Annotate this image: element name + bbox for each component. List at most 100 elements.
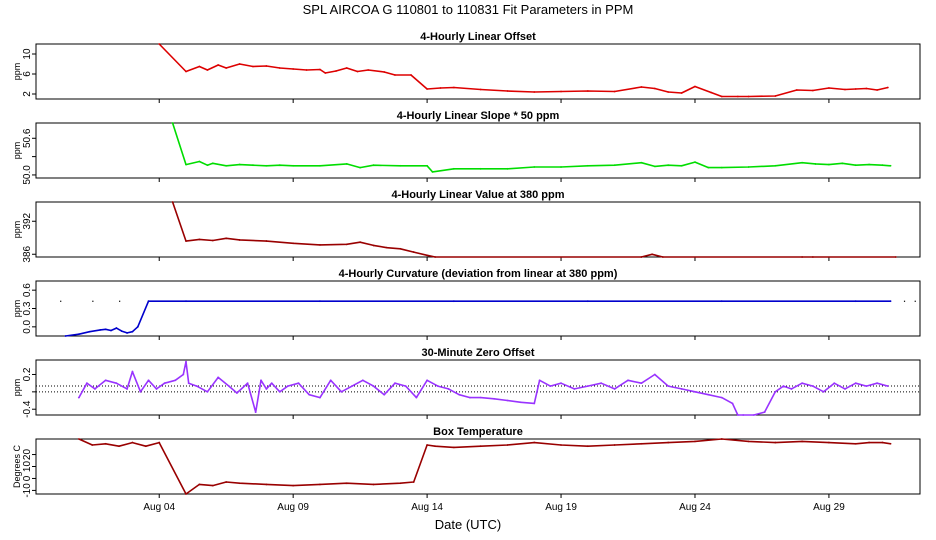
data-point <box>185 163 187 166</box>
data-point <box>889 442 892 445</box>
data-point <box>640 382 643 385</box>
y-tick-label: -10 <box>22 483 33 498</box>
y-axis-label: ppm <box>12 300 22 318</box>
data-point <box>372 164 375 167</box>
data-point <box>139 390 142 393</box>
y-axis-label: ppm <box>12 221 22 239</box>
data-point <box>252 65 254 68</box>
data-point <box>434 445 437 448</box>
data-point <box>211 239 214 242</box>
x-axis-label: Date (UTC) <box>435 517 501 532</box>
data-point <box>707 393 710 396</box>
data-point <box>801 440 804 443</box>
plot-frame <box>35 122 921 179</box>
data-point <box>426 164 429 167</box>
data-point <box>854 382 857 385</box>
data-point <box>680 164 683 167</box>
data-point <box>120 330 123 333</box>
data-point <box>736 414 739 416</box>
data-point <box>811 385 814 387</box>
data-point <box>560 90 562 93</box>
data-point <box>452 167 455 170</box>
panel-title: Box Temperature <box>433 426 523 438</box>
data-point <box>182 373 185 376</box>
data-point <box>667 385 670 387</box>
data-point <box>667 91 670 93</box>
data-point <box>613 164 616 167</box>
data-point <box>828 163 830 166</box>
data-point <box>367 69 370 71</box>
data-point <box>865 385 868 387</box>
data-point <box>206 164 209 167</box>
data-point <box>720 396 723 399</box>
data-point <box>265 483 268 486</box>
data-point <box>319 300 321 303</box>
data-point <box>104 328 107 331</box>
data-point <box>399 482 402 485</box>
data-point <box>894 256 897 258</box>
plot-frame <box>35 438 921 495</box>
data-point <box>278 164 281 167</box>
data-point <box>246 382 249 385</box>
data-series-line <box>171 122 891 173</box>
data-point <box>814 163 817 165</box>
data-point <box>131 330 134 333</box>
data-point <box>198 160 201 163</box>
data-point <box>292 68 295 70</box>
data-point <box>811 256 814 258</box>
data-point <box>844 388 846 390</box>
data-point <box>640 161 643 164</box>
data-point <box>651 253 654 256</box>
data-point <box>720 438 723 440</box>
data-point <box>163 382 166 385</box>
data-point <box>533 441 536 444</box>
data-point <box>742 414 745 416</box>
data-point <box>104 379 107 382</box>
data-point <box>238 482 241 485</box>
data-point <box>707 166 710 169</box>
data-point <box>790 388 793 390</box>
data-point <box>720 166 723 169</box>
data-point <box>115 382 118 385</box>
data-point <box>452 446 455 449</box>
missing-data-marker <box>903 300 906 302</box>
data-point <box>260 379 262 382</box>
panel-title: 4-Hourly Curvature (deviation from linea… <box>339 268 618 280</box>
data-point <box>841 162 844 165</box>
data-point <box>340 390 343 393</box>
data-point <box>506 399 509 402</box>
y-tick-label: 50.6 <box>22 128 33 148</box>
plot-frame <box>35 201 921 258</box>
data-point <box>573 388 576 390</box>
data-point <box>292 242 295 245</box>
data-point <box>147 379 150 382</box>
data-point <box>667 164 670 167</box>
y-tick-label: 0.3 <box>22 301 33 315</box>
data-point <box>345 163 348 165</box>
data-point <box>680 388 683 390</box>
data-point <box>586 445 589 448</box>
data-point <box>694 161 696 164</box>
plot-frame <box>35 280 921 337</box>
data-point <box>77 438 80 440</box>
y-axis-label: ppm <box>12 63 22 81</box>
x-tick-label: Aug 14 <box>411 502 443 513</box>
data-point <box>211 484 214 487</box>
data-point <box>319 396 321 399</box>
data-point <box>415 396 418 399</box>
data-point <box>286 385 289 387</box>
data-point <box>383 71 386 73</box>
data-point <box>227 385 230 387</box>
data-point <box>126 332 128 334</box>
data-point <box>324 72 327 74</box>
data-series-line <box>65 300 891 337</box>
data-point <box>694 390 696 393</box>
data-point <box>238 239 241 241</box>
data-point <box>171 122 174 124</box>
panel-2: 4-Hourly Linear Slope * 50 ppm 50.0 50.6pp… <box>12 110 921 185</box>
data-series-line <box>78 360 889 416</box>
data-point <box>345 243 348 246</box>
data-point <box>292 484 295 487</box>
